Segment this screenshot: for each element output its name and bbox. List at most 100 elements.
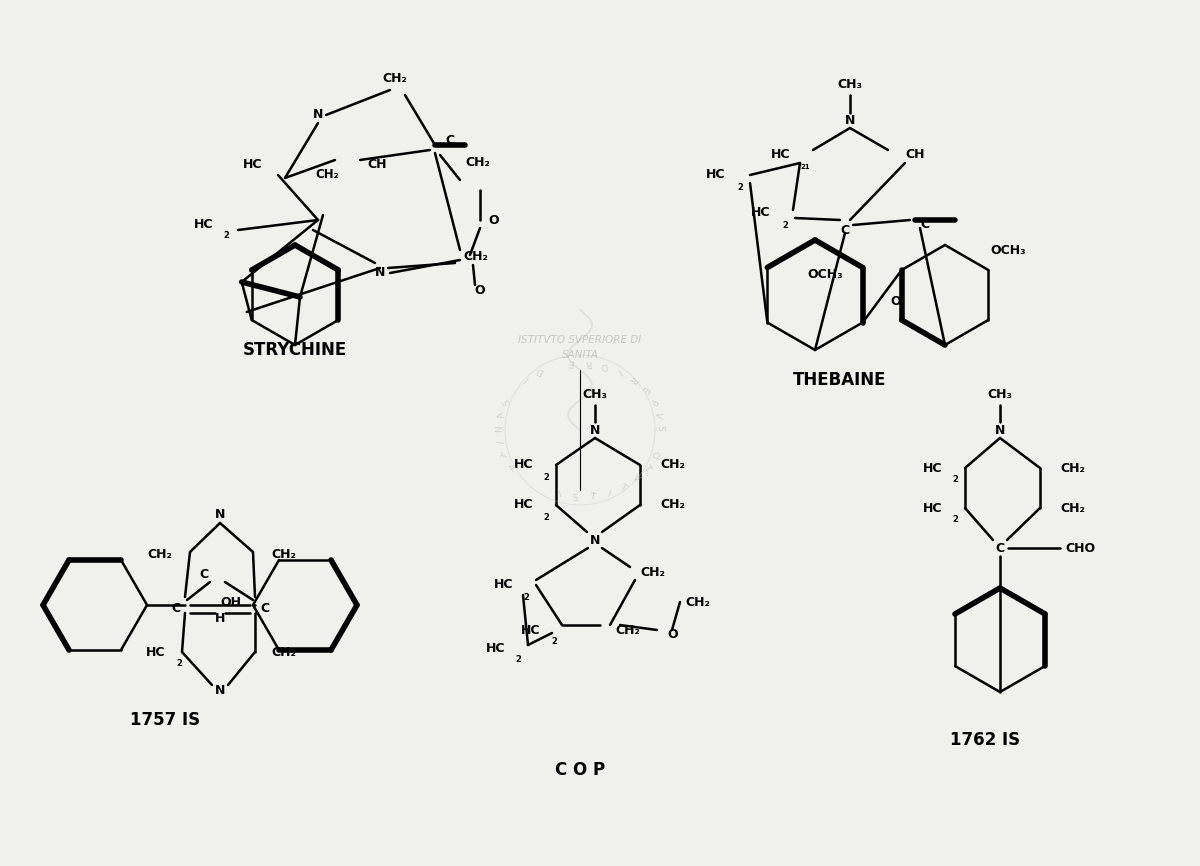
Text: STRYCHINE: STRYCHINE — [242, 341, 347, 359]
Text: R: R — [584, 358, 592, 367]
Text: CH: CH — [905, 148, 924, 161]
Text: ISTITVTO SVPERIORE DI: ISTITVTO SVPERIORE DI — [518, 335, 642, 345]
Text: N: N — [995, 423, 1006, 436]
Text: HC: HC — [514, 499, 533, 512]
Text: S: S — [572, 494, 578, 502]
Text: 2: 2 — [952, 475, 958, 484]
Text: HC: HC — [514, 458, 533, 471]
Text: 2: 2 — [952, 515, 958, 525]
Text: 2: 2 — [737, 183, 743, 191]
Text: CH₂: CH₂ — [660, 458, 685, 471]
Text: CH₃: CH₃ — [582, 389, 607, 402]
Text: C: C — [840, 223, 850, 236]
Text: CH₂: CH₂ — [685, 596, 710, 609]
Text: T: T — [641, 463, 652, 473]
Text: OH: OH — [220, 597, 241, 610]
Text: C: C — [199, 568, 208, 581]
Text: HC: HC — [706, 169, 725, 182]
Text: 2: 2 — [176, 660, 182, 669]
Text: C: C — [996, 541, 1004, 554]
Text: N: N — [845, 113, 856, 126]
Text: I: I — [616, 366, 623, 375]
Text: CH₃: CH₃ — [988, 389, 1013, 402]
Text: O: O — [648, 450, 660, 461]
Text: 1762 IS: 1762 IS — [950, 731, 1020, 749]
Text: O: O — [667, 629, 678, 642]
Text: H: H — [215, 611, 226, 624]
Text: CH₂: CH₂ — [1060, 462, 1085, 475]
Text: HC: HC — [145, 645, 166, 658]
Text: A: A — [497, 410, 508, 419]
Text: C O P: C O P — [554, 761, 605, 779]
Text: 2: 2 — [523, 592, 529, 602]
Text: O: O — [475, 283, 485, 296]
Text: HC: HC — [486, 642, 505, 655]
Text: D: D — [535, 365, 546, 377]
Text: C: C — [260, 602, 269, 615]
Text: C: C — [920, 218, 929, 231]
Text: HC: HC — [193, 218, 214, 231]
Text: T: T — [589, 493, 595, 502]
Text: 1757 IS: 1757 IS — [130, 711, 200, 729]
Text: CHO: CHO — [1066, 541, 1096, 554]
Text: HC: HC — [242, 158, 262, 171]
Text: 2: 2 — [551, 637, 557, 647]
Text: O: O — [600, 360, 608, 371]
Text: N: N — [496, 425, 504, 432]
Text: HC: HC — [521, 624, 540, 637]
Text: S: S — [502, 397, 512, 406]
Text: O: O — [488, 214, 499, 227]
Text: 2: 2 — [782, 221, 788, 229]
Text: N: N — [215, 683, 226, 696]
Text: CH₂: CH₂ — [466, 157, 490, 170]
Text: CH₂: CH₂ — [383, 72, 408, 85]
Text: CH₂: CH₂ — [463, 250, 488, 263]
Text: 2: 2 — [544, 513, 548, 521]
Text: I: I — [497, 441, 506, 445]
Text: 2: 2 — [544, 473, 548, 481]
Text: CH₃: CH₃ — [838, 79, 863, 92]
Text: N: N — [215, 508, 226, 521]
Text: HC: HC — [923, 462, 942, 475]
Text: CH₂: CH₂ — [616, 624, 640, 637]
Text: CH₂: CH₂ — [660, 499, 685, 512]
Text: S: S — [655, 425, 665, 431]
Text: C: C — [445, 133, 454, 146]
Text: 2: 2 — [223, 230, 229, 240]
Text: E: E — [638, 385, 649, 394]
Text: T: T — [500, 452, 511, 460]
Text: OCH₃: OCH₃ — [990, 243, 1026, 256]
Text: CH₂: CH₂ — [271, 548, 296, 561]
Text: E: E — [569, 358, 575, 367]
Text: O: O — [890, 294, 901, 307]
Text: 2: 2 — [515, 656, 521, 664]
Text: OCH₃: OCH₃ — [808, 268, 842, 281]
Text: I: I — [523, 375, 530, 384]
Text: R: R — [628, 373, 638, 385]
Text: V: V — [630, 474, 641, 484]
Text: HC: HC — [770, 148, 790, 161]
Text: I: I — [557, 491, 562, 501]
Text: CH₂: CH₂ — [1060, 501, 1085, 514]
Text: 21: 21 — [800, 164, 810, 170]
Text: N: N — [374, 267, 385, 280]
Text: CH: CH — [367, 158, 386, 171]
Text: V: V — [653, 410, 662, 418]
Text: N: N — [313, 108, 323, 121]
Text: T: T — [618, 482, 628, 493]
Text: A: A — [509, 463, 520, 474]
Text: HC: HC — [493, 578, 514, 591]
Text: N: N — [590, 423, 600, 436]
Text: HC: HC — [923, 501, 942, 514]
Text: HC: HC — [750, 206, 770, 219]
Text: P: P — [647, 397, 658, 405]
Text: C: C — [170, 602, 180, 615]
Text: I: I — [605, 489, 611, 498]
Text: SANITA: SANITA — [562, 350, 599, 360]
Text: CH₂: CH₂ — [148, 548, 172, 561]
Text: CH₂: CH₂ — [640, 565, 665, 578]
Text: THEBAINE: THEBAINE — [793, 371, 887, 389]
Text: CH₂: CH₂ — [316, 169, 338, 182]
Text: N: N — [590, 533, 600, 546]
Text: CH₂: CH₂ — [271, 645, 296, 658]
